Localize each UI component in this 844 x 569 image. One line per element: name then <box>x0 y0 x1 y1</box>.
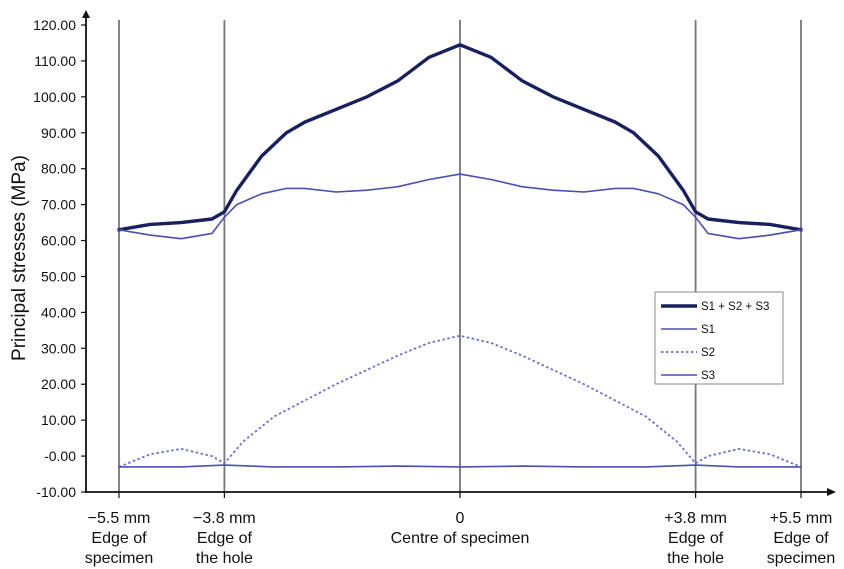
legend-label: S1 <box>701 324 715 336</box>
x-category-label: +3.8 mm Edge of the hole <box>664 510 727 567</box>
x-category-label: −3.8 mm Edge of the hole <box>193 510 256 567</box>
y-tick-label: 20.00 <box>41 376 76 392</box>
x-category-label: −5.5 mm Edge of specimen <box>85 510 153 567</box>
series-line-s1-s2-s3 <box>117 43 803 232</box>
y-tick-label: 90.00 <box>41 125 76 141</box>
y-axis-label: Principal stresses (MPa) <box>9 155 30 361</box>
legend-label: S1 + S2 + S3 <box>701 301 769 313</box>
y-tick-label: 30.00 <box>41 340 76 356</box>
y-tick-label: 70.00 <box>41 197 76 213</box>
x-category-line: +3.8 mm <box>664 510 727 527</box>
x-category-line: specimen <box>85 550 153 567</box>
x-category-label: +5.5 mm Edge of specimen <box>767 510 835 567</box>
x-category-line: the hole <box>196 550 253 567</box>
y-tick-label: -0.00 <box>44 448 76 464</box>
x-category-label: 0 Centre of specimen <box>391 510 530 547</box>
x-category-line: −3.8 mm <box>193 510 256 527</box>
y-tick-label: 120.00 <box>33 17 76 33</box>
vertical-markers <box>118 20 802 492</box>
series-line-s2 <box>118 334 802 468</box>
series-line-s1 <box>118 173 802 240</box>
x-category-line: 0 <box>456 510 465 527</box>
y-tick-label: 80.00 <box>41 161 76 177</box>
x-category-line: +5.5 mm <box>770 510 833 527</box>
x-axis-arrow <box>827 488 836 496</box>
legend-label: S2 <box>701 347 715 359</box>
y-tick-label: 40.00 <box>41 304 76 320</box>
series-lines <box>117 43 803 468</box>
legend: S1 + S2 + S3 S1 S2 S3 <box>654 291 784 385</box>
x-category-line: Centre of specimen <box>391 530 530 547</box>
y-tick-label: 100.00 <box>33 89 76 105</box>
series-line-s3 <box>118 464 802 468</box>
y-tick-label: 110.00 <box>34 53 76 69</box>
x-category-line: Edge of <box>773 530 829 547</box>
y-axis-arrow <box>82 10 90 18</box>
y-axis-ticks: -10.00 -0.00 10.00 20.00 30.00 40.00 50.00 60.0… <box>33 17 802 500</box>
x-category-line: Edge of <box>197 530 253 547</box>
y-tick-label: -10.00 <box>36 484 76 500</box>
x-category-line: specimen <box>767 550 835 567</box>
y-tick-label: 10.00 <box>41 412 76 428</box>
legend-label: S3 <box>701 370 715 382</box>
x-category-line: Edge of <box>668 530 724 547</box>
x-category-line: the hole <box>667 550 724 567</box>
x-category-line: −5.5 mm <box>88 510 151 527</box>
x-category-labels: −5.5 mm Edge of specimen −3.8 mm Edge of the … <box>85 510 835 567</box>
y-tick-label: 50.00 <box>41 268 76 284</box>
axes <box>82 10 836 496</box>
x-category-line: Edge of <box>91 530 147 547</box>
y-tick-label: 60.00 <box>41 233 76 249</box>
